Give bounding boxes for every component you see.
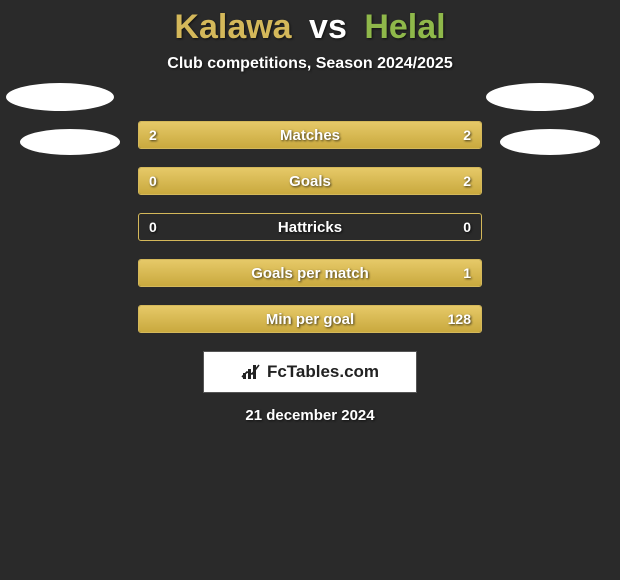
stat-value-left: 0 xyxy=(149,214,157,240)
stat-row: Matches2 2 xyxy=(138,121,482,149)
stats-container: Matches22Goals02Hattricks00Goals per mat… xyxy=(138,121,482,333)
snapshot-date: 21 december 2024 xyxy=(0,407,620,424)
team-logo-right-placeholder xyxy=(486,83,594,111)
team-logo-right-placeholder-2 xyxy=(500,129,600,155)
comparison-title: Kalawa vs Helal xyxy=(0,0,620,47)
stat-label: Min per goal xyxy=(139,306,481,332)
vs-word: vs xyxy=(309,8,347,46)
stat-value-right: 0 xyxy=(463,214,471,240)
stat-row: Hattricks0 0 xyxy=(138,213,482,241)
stat-label: Hattricks xyxy=(139,214,481,240)
fctables-logo: FcTables.com xyxy=(241,362,379,382)
stat-row: Goals0 2 xyxy=(138,167,482,195)
season-subtitle: Club competitions, Season 2024/2025 xyxy=(0,55,620,73)
stat-value-right: 2 xyxy=(463,168,471,194)
stat-value-left: 2 xyxy=(149,122,157,148)
stat-value-right: 2 xyxy=(463,122,471,148)
stat-label: Matches xyxy=(139,122,481,148)
stat-row: Min per goal128 xyxy=(138,305,482,333)
stat-value-right: 1 xyxy=(463,260,471,286)
stat-label: Goals per match xyxy=(139,260,481,286)
player-left-name: Kalawa xyxy=(174,8,291,46)
bar-chart-icon xyxy=(241,363,263,381)
source-badge: FcTables.com xyxy=(203,351,417,393)
stat-label: Goals xyxy=(139,168,481,194)
badge-text: FcTables.com xyxy=(267,362,379,382)
stat-value-left: 0 xyxy=(149,168,157,194)
team-logo-left-placeholder xyxy=(6,83,114,111)
player-right-name: Helal xyxy=(364,8,445,46)
stat-value-right: 128 xyxy=(448,306,471,332)
stat-row: Goals per match1 xyxy=(138,259,482,287)
team-logo-left-placeholder-2 xyxy=(20,129,120,155)
